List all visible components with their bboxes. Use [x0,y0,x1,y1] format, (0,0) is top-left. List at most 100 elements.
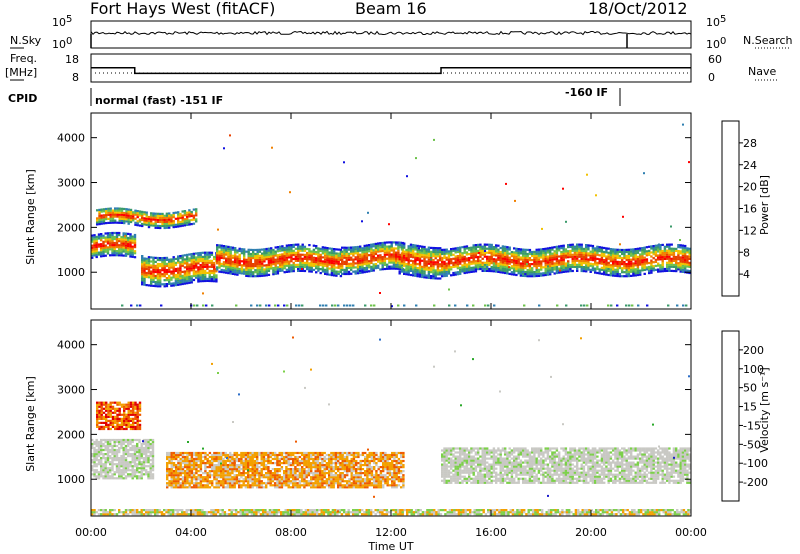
power-cell [240,250,244,253]
power-cell [345,264,348,267]
velocity-cell [253,484,257,487]
velocity-heatmap [91,336,691,516]
velocity-cell [217,455,221,459]
power-cell [585,246,588,249]
power-cell [625,273,628,276]
power-cell [156,275,160,278]
power-ground-cell [139,304,142,307]
power-cell [675,264,678,267]
velocity-cell [96,407,99,410]
power-cell [504,265,507,269]
power-cell [372,243,375,246]
power-cell [312,248,316,251]
power-cell [115,254,119,257]
power-cell [573,265,577,268]
power-cell [571,263,574,266]
power-cell [587,266,590,269]
power-cell [560,251,563,254]
power-cell [249,256,253,260]
power-cell [432,253,435,256]
velocity-cell [242,474,245,477]
velocity-cell [120,477,123,480]
power-cell [650,259,653,262]
power-cell [672,255,676,258]
power-cell [192,216,196,219]
power-cell [443,272,446,276]
power-cell [517,250,520,253]
power-cell [497,268,500,271]
power-cell [133,238,137,241]
power-cell [540,256,543,259]
velocity-cell [208,476,212,479]
power-cell [321,250,325,253]
velocity-cell [104,457,107,460]
power-cell [172,266,175,269]
power-cell [102,218,106,221]
power-cell [123,216,126,219]
power-cell [508,260,511,263]
velocity-cell [109,440,112,444]
power-cell [403,244,406,247]
power-cell [537,270,541,273]
power-cell [125,210,128,213]
power-cell [227,247,230,250]
power-cell [225,249,228,252]
power-cell [447,250,451,253]
power-colorbar-label: 8 [743,246,750,259]
power-cell [668,251,671,254]
power-cell [481,257,484,260]
power-cell [546,261,550,264]
velocity-cell [251,466,254,469]
velocity-cell [249,470,252,473]
velocity-cell [100,446,103,450]
power-cell [452,249,455,252]
power-cell [123,213,126,217]
velocity-cell [175,478,178,481]
power-cell [225,259,228,262]
velocity-cell [120,459,123,462]
velocity-cell [97,475,101,478]
velocity-cell [172,470,176,473]
velocity-cell [195,486,198,489]
velocity-cell [204,451,207,455]
velocity-cell [220,468,223,471]
velocity-cell [199,462,203,465]
velocity-cell [217,453,221,457]
velocity-cell [235,468,239,471]
power-y-tick-label: 2000 [57,221,85,234]
power-cell [648,265,651,269]
power-cell [245,266,248,269]
power-cell [197,266,200,269]
power-cell [621,248,624,252]
velocity-cell [134,415,137,418]
power-cell [156,283,160,286]
power-cell [216,262,219,265]
power-cell [179,267,182,270]
power-cell [154,266,157,270]
velocity-cell [124,453,128,456]
power-ground-cell [121,304,124,307]
power-cell [580,265,583,268]
power-cell [188,267,191,270]
velocity-cell [197,466,200,469]
power-cell [483,243,487,246]
power-cell [129,214,133,218]
power-ground-cell [265,304,268,307]
velocity-cell [233,462,236,465]
power-cell [285,250,289,253]
velocity-cell [116,419,119,422]
power-cell [163,273,166,276]
velocity-cell [145,465,148,468]
power-cell [542,252,545,255]
power-cell [542,274,545,277]
velocity-cell [138,477,141,480]
power-cell [347,252,351,255]
power-cell [623,265,626,268]
power-cell [297,257,300,260]
power-cell [645,250,649,253]
power-cell [600,256,604,259]
power-cell [127,240,130,244]
power-cell [381,262,384,265]
power-cell [605,265,608,268]
power-cell [281,263,284,266]
